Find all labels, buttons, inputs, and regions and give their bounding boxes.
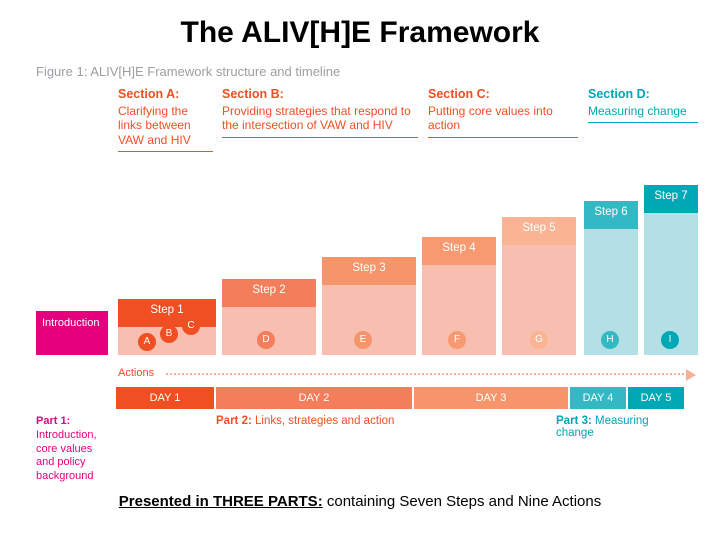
action-e: E xyxy=(354,331,372,349)
step-label: Step 2 xyxy=(222,284,316,296)
section-b-desc: Providing strategies that respond to the… xyxy=(222,104,418,133)
day-3: DAY 3 xyxy=(414,387,568,409)
part-3-title: Part 3: xyxy=(556,415,592,427)
step-label: Step 4 xyxy=(422,242,496,254)
section-b-header: Section B: Providing strategies that res… xyxy=(222,87,418,138)
step-label: Step 7 xyxy=(644,190,698,202)
step-7: Step 7 xyxy=(644,185,698,355)
action-c: C xyxy=(182,317,200,335)
section-c-desc: Putting core values into action xyxy=(428,104,578,133)
part-1-title: Part 1: xyxy=(36,415,70,427)
section-d-desc: Measuring change xyxy=(588,104,698,118)
action-d: D xyxy=(257,331,275,349)
day-spacer xyxy=(36,387,116,409)
day-4: DAY 4 xyxy=(570,387,626,409)
section-c-header: Section C: Putting core values into acti… xyxy=(428,87,578,138)
step-label: Step 3 xyxy=(322,262,416,274)
actions-label: Actions xyxy=(118,367,154,379)
page-title: The ALIV[H]E Framework xyxy=(0,0,720,56)
arrow-icon xyxy=(686,369,696,381)
part-3: Part 3: Measuring change xyxy=(556,415,684,439)
part-2-title: Part 2: xyxy=(216,415,252,427)
day-2: DAY 2 xyxy=(216,387,412,409)
part-1-desc: Introduction, core values and policy bac… xyxy=(36,429,97,482)
actions-dotted-line xyxy=(166,373,688,375)
footer-rest: containing Seven Steps and Nine Actions xyxy=(323,493,602,510)
day-5: DAY 5 xyxy=(628,387,684,409)
action-h: H xyxy=(601,331,619,349)
action-f: F xyxy=(448,331,466,349)
part-1: Part 1: Introduction, core values and po… xyxy=(36,415,112,484)
framework-chart: Introduction Section A: Clarifying the l… xyxy=(36,87,684,387)
section-b-title: Section B: xyxy=(222,87,418,102)
action-i: I xyxy=(661,331,679,349)
section-d-header: Section D: Measuring change xyxy=(588,87,698,123)
days-container: DAY 1DAY 2DAY 3DAY 4DAY 5 xyxy=(116,387,684,409)
day-1: DAY 1 xyxy=(116,387,214,409)
part-2: Part 2: Links, strategies and action xyxy=(216,415,394,427)
step-label: Step 1 xyxy=(118,304,216,316)
figure-caption: Figure 1: ALIV[H]E Framework structure a… xyxy=(0,56,720,87)
step-label: Step 5 xyxy=(502,222,576,234)
section-c-title: Section C: xyxy=(428,87,578,102)
section-a-desc: Clarifying the links between VAW and HIV xyxy=(118,104,213,147)
action-b: B xyxy=(160,325,178,343)
section-a-title: Section A: xyxy=(118,87,213,102)
section-d-title: Section D: xyxy=(588,87,698,102)
day-row: DAY 1DAY 2DAY 3DAY 4DAY 5 xyxy=(36,387,684,409)
part-2-desc: Links, strategies and action xyxy=(255,415,394,427)
introduction-column: Introduction xyxy=(36,311,108,355)
footer-line: Presented in THREE PARTS: containing Sev… xyxy=(0,493,720,510)
action-a: A xyxy=(138,333,156,351)
section-a-header: Section A: Clarifying the links between … xyxy=(118,87,213,152)
introduction-block: Introduction xyxy=(36,311,108,355)
footer-bold: Presented in THREE PARTS: xyxy=(119,493,323,510)
step-label: Step 6 xyxy=(584,206,638,218)
action-g: G xyxy=(530,331,548,349)
parts-row: Part 1: Introduction, core values and po… xyxy=(36,415,684,505)
